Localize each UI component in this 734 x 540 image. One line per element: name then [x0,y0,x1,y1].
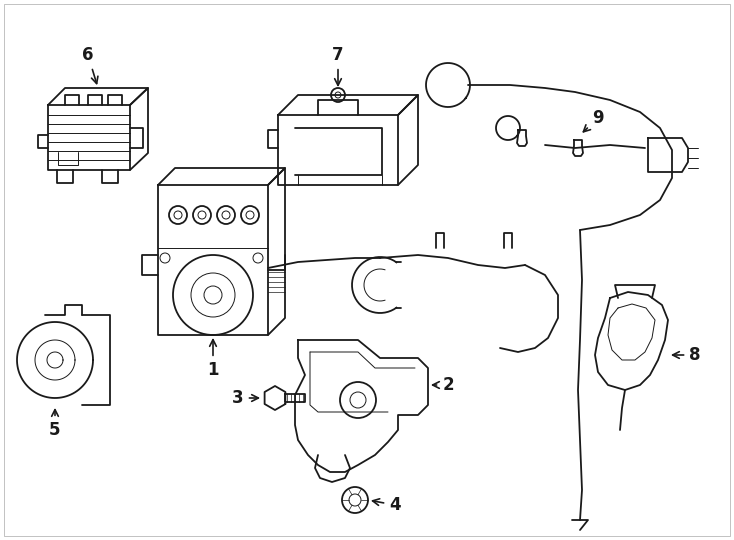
Text: 2: 2 [432,376,454,394]
Text: 1: 1 [207,340,219,379]
Text: 6: 6 [82,46,98,84]
Text: 7: 7 [333,46,344,85]
Text: 8: 8 [672,346,701,364]
Text: 3: 3 [232,389,258,407]
Text: 5: 5 [49,410,61,439]
Text: 4: 4 [373,496,401,514]
Text: 9: 9 [584,109,604,132]
